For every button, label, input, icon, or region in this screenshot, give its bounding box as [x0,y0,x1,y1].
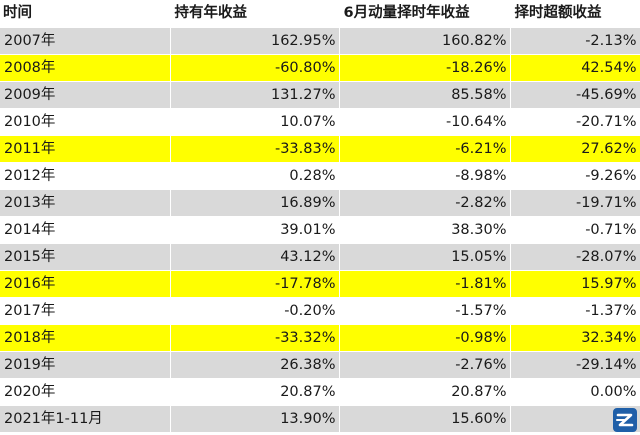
table-row: 2018年 -33.32% -0.98% 32.34% [0,324,640,352]
cell-hold-return: 131.27% [170,81,340,109]
cell-excess-return: -28.07% [510,243,640,271]
cell-excess-return: -2.13% [510,27,640,55]
cell-hold-return: 162.95% [170,27,340,55]
cell-year: 2015年 [0,243,171,271]
cell-year: 2016年 [0,270,171,298]
cell-year: 2013年 [0,189,171,217]
cell-year: 2007年 [0,27,171,55]
cell-timing-return: -6.21% [339,135,511,163]
cell-timing-return: 15.60% [339,405,511,433]
cell-hold-return: 10.07% [170,108,340,136]
table-row: 2012年 0.28% -8.98% -9.26% [0,162,640,190]
cell-hold-return: -60.80% [170,54,340,82]
table-row: 2008年 -60.80% -18.26% 42.54% [0,54,640,82]
cell-year: 2008年 [0,54,171,82]
cell-timing-return: -8.98% [339,162,511,190]
cell-year: 2019年 [0,351,171,379]
cell-year: 2009年 [0,81,171,109]
cell-timing-return: -1.81% [339,270,511,298]
cell-timing-return: -2.82% [339,189,511,217]
cell-hold-return: -0.20% [170,297,340,325]
cell-excess-return: 27.62% [510,135,640,163]
cell-hold-return: 0.28% [170,162,340,190]
cell-year: 2010年 [0,108,171,136]
cell-excess-return: -0.71% [510,216,640,244]
cell-year: 2014年 [0,216,171,244]
table-row: 2016年 -17.78% -1.81% 15.97% [0,270,640,298]
table-row: 2019年 26.38% -2.76% -29.14% [0,351,640,379]
cell-timing-return: -10.64% [339,108,511,136]
cell-excess-return: -1.37% [510,297,640,325]
cell-excess-return: 32.34% [510,324,640,352]
cell-hold-return: -33.83% [170,135,340,163]
header-timing-return: 6月动量择时年收益 [339,0,511,28]
cell-excess-return: -19.71% [510,189,640,217]
cell-timing-return: -0.98% [339,324,511,352]
cell-year: 2012年 [0,162,171,190]
cell-timing-return: -2.76% [339,351,511,379]
cell-hold-return: 13.90% [170,405,340,433]
cell-hold-return: 43.12% [170,243,340,271]
cell-hold-return: 16.89% [170,189,340,217]
table-row: 2011年 -33.83% -6.21% 27.62% [0,135,640,163]
cell-timing-return: -1.57% [339,297,511,325]
cell-hold-return: 39.01% [170,216,340,244]
cell-timing-return: -18.26% [339,54,511,82]
cell-excess-return: -29.14% [510,351,640,379]
table-row: 2020年 20.87% 20.87% 0.00% [0,378,640,406]
table-row: 2015年 43.12% 15.05% -28.07% [0,243,640,271]
cell-excess-return: -45.69% [510,81,640,109]
table-row: 2017年 -0.20% -1.57% -1.37% [0,297,640,325]
cell-year: 2021年1-11月 [0,405,171,433]
cell-year: 2017年 [0,297,171,325]
table-row: 2014年 39.01% 38.30% -0.71% [0,216,640,244]
table-body: 2007年 162.95% 160.82% -2.13% 2008年 -60.80% -18… [0,27,640,433]
header-time: 时间 [0,0,171,28]
cell-excess-return: -20.71% [510,108,640,136]
cell-hold-return: 26.38% [170,351,340,379]
cell-hold-return: 20.87% [170,378,340,406]
table-row: 2007年 162.95% 160.82% -2.13% [0,27,640,55]
table-row: 2013年 16.89% -2.82% -19.71% [0,189,640,217]
cell-excess-return: 42.54% [510,54,640,82]
header-hold-return: 持有年收益 [170,0,340,28]
cell-year: 2011年 [0,135,171,163]
cell-excess-return: 0.00% [510,378,640,406]
logo-icon [613,408,637,432]
cell-excess-return: -9.26% [510,162,640,190]
header-row: 时间 持有年收益 6月动量择时年收益 择时超额收益 [0,0,640,28]
cell-year: 2018年 [0,324,171,352]
cell-timing-return: 20.87% [339,378,511,406]
cell-excess-return: 15.97% [510,270,640,298]
cell-timing-return: 38.30% [339,216,511,244]
cell-timing-return: 160.82% [339,27,511,55]
cell-timing-return: 85.58% [339,81,511,109]
table-row: 2010年 10.07% -10.64% -20.71% [0,108,640,136]
header-excess-return: 择时超额收益 [510,0,640,28]
table-row: 2009年 131.27% 85.58% -45.69% [0,81,640,109]
cell-timing-return: 15.05% [339,243,511,271]
cell-year: 2020年 [0,378,171,406]
cell-hold-return: -33.32% [170,324,340,352]
cell-hold-return: -17.78% [170,270,340,298]
